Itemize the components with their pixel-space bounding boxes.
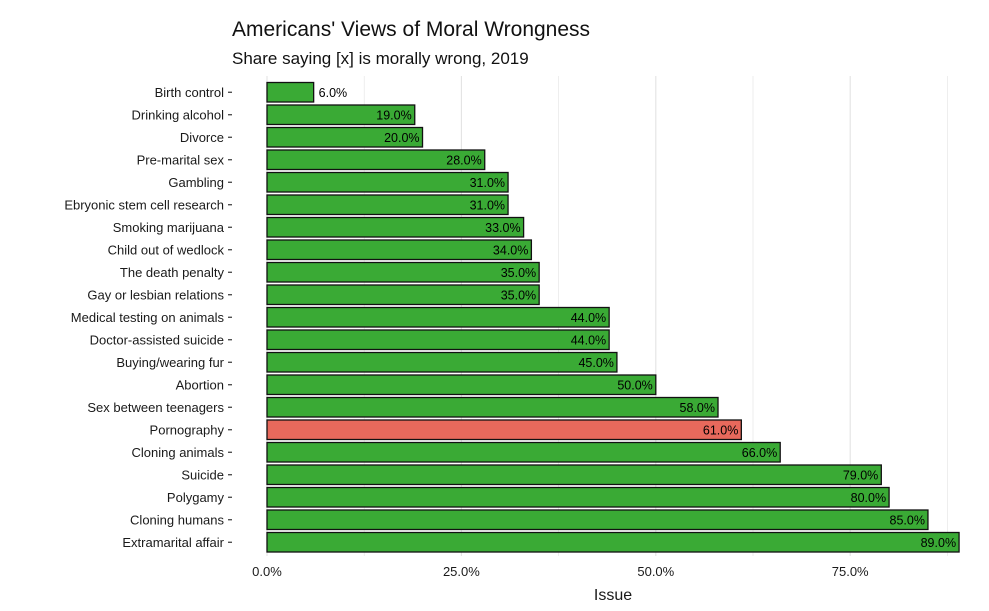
bar — [266, 126, 424, 148]
bar — [266, 194, 509, 216]
y-tick-label: Doctor-assisted suicide — [90, 332, 224, 347]
bar — [266, 171, 509, 193]
y-tick-label: Polygamy — [167, 490, 225, 505]
x-axis-title: Issue — [594, 587, 632, 604]
bar-value-label: 31.0% — [470, 176, 505, 190]
bar — [266, 329, 610, 351]
bar-value-label: 35.0% — [501, 266, 536, 280]
x-tick-label: 75.0% — [832, 564, 869, 579]
bar — [266, 509, 929, 531]
bar — [266, 216, 525, 238]
bar-value-label: 44.0% — [571, 311, 606, 325]
y-tick-label: Cloning animals — [132, 445, 225, 460]
bar-value-label: 79.0% — [843, 468, 878, 482]
x-tick-label: 0.0% — [252, 564, 282, 579]
bar-value-label: 58.0% — [680, 401, 715, 415]
bar — [266, 374, 657, 396]
bar-value-label: 61.0% — [703, 423, 738, 437]
y-tick-label: Buying/wearing fur — [116, 355, 224, 370]
bar-value-label: 31.0% — [470, 198, 505, 212]
axis-layer: Birth control Drinking alcohol Divorce Pre-… — [64, 85, 869, 579]
bar — [266, 81, 315, 103]
bar — [266, 306, 610, 328]
y-tick-label: Pornography — [150, 422, 225, 437]
bar — [266, 531, 960, 553]
y-tick-label: Extramarital affair — [122, 535, 224, 550]
y-tick-label: Sex between teenagers — [87, 400, 224, 415]
bar-value-label: 66.0% — [742, 446, 777, 460]
y-tick-label: Drinking alcohol — [132, 107, 225, 122]
bar-value-label: 45.0% — [578, 356, 613, 370]
chart-title: Americans' Views of Moral Wrongness — [232, 18, 591, 41]
bars-layer — [266, 81, 960, 553]
bar-value-label: 33.0% — [485, 221, 520, 235]
bar — [266, 486, 890, 508]
bar-value-label: 34.0% — [493, 243, 528, 257]
bar-value-label: 28.0% — [446, 153, 481, 167]
bar-value-label: 80.0% — [851, 491, 886, 505]
bar — [266, 149, 486, 171]
y-tick-label: Ebryonic stem cell research — [64, 197, 224, 212]
x-tick-label: 50.0% — [637, 564, 674, 579]
y-tick-label: Cloning humans — [130, 512, 224, 527]
y-tick-label: Birth control — [155, 85, 224, 100]
chart-subtitle: Share saying [x] is morally wrong, 2019 — [232, 49, 529, 68]
bar — [266, 104, 416, 126]
bar — [266, 261, 540, 283]
bar-value-label: 6.0% — [319, 86, 348, 100]
y-tick-label: Abortion — [176, 377, 224, 392]
y-tick-label: Medical testing on animals — [71, 310, 225, 325]
bar — [266, 239, 533, 261]
bar-value-label: 19.0% — [376, 108, 411, 122]
x-tick-label: 25.0% — [443, 564, 480, 579]
bar — [266, 396, 719, 418]
bar-value-label: 35.0% — [501, 288, 536, 302]
y-tick-label: Pre-marital sex — [137, 152, 225, 167]
bar-value-label: 89.0% — [921, 536, 956, 550]
y-tick-label: Divorce — [180, 130, 224, 145]
y-tick-label: The death penalty — [120, 265, 225, 280]
bar — [266, 351, 618, 373]
bar — [266, 464, 882, 486]
y-tick-label: Gay or lesbian relations — [87, 287, 224, 302]
bar — [266, 419, 742, 441]
bar-value-label: 85.0% — [890, 513, 925, 527]
labels-layer: 6.0% 19.0% 20.0% 28.0% 31.0% 31.0% 33.0% 34.0% 3… — [319, 86, 956, 550]
bar-value-label: 50.0% — [617, 378, 652, 392]
y-tick-label: Child out of wedlock — [108, 242, 225, 257]
bar — [266, 441, 781, 463]
y-tick-label: Smoking marijuana — [113, 220, 225, 235]
y-tick-label: Gambling — [168, 175, 224, 190]
bar-value-label: 44.0% — [571, 333, 606, 347]
bar — [266, 284, 540, 306]
bar-value-label: 20.0% — [384, 131, 419, 145]
y-tick-label: Suicide — [181, 467, 224, 482]
